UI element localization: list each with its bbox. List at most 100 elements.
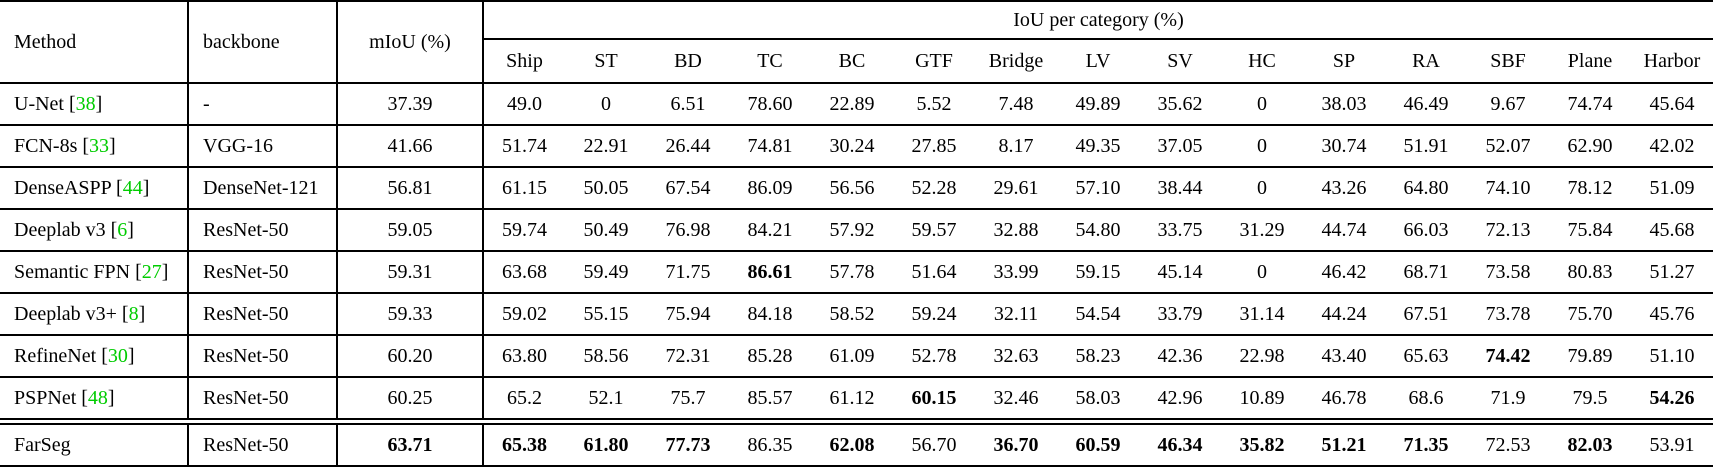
iou-cell-sp: 51.21 xyxy=(1303,421,1385,467)
iou-cell-sbf: 74.42 xyxy=(1467,335,1549,378)
miou-cell: 59.31 xyxy=(337,251,484,294)
iou-cell-tc: 78.60 xyxy=(729,83,811,126)
iou-cell-tc: 84.21 xyxy=(729,209,811,252)
category-header-sp: SP xyxy=(1303,39,1385,84)
iou-cell-st: 50.05 xyxy=(565,167,647,210)
iou-cell-tc: 85.57 xyxy=(729,377,811,425)
iou-cell-tc: 86.09 xyxy=(729,167,811,210)
iou-cell-sp: 44.24 xyxy=(1303,293,1385,336)
header-row-1: Method backbone mIoU (%) IoU per categor… xyxy=(0,1,1713,84)
citation-link[interactable]: 6 xyxy=(117,218,128,241)
iou-cell-st: 59.49 xyxy=(565,251,647,294)
table-body: U-Net [38] -37.39 49.0 0 6.51 78.60 22.89 5.52 7… xyxy=(0,83,1713,467)
citation-link[interactable]: 48 xyxy=(87,386,108,409)
iou-cell-tc: 74.81 xyxy=(729,125,811,168)
iou-cell-bc: 56.56 xyxy=(811,167,893,210)
method-cell: Semantic FPN [27] xyxy=(0,251,189,294)
header-row-2: Ship ST BD TC BC GTF Bridge LV SV HC SP RA SBF Plane H… xyxy=(0,39,1713,84)
iou-cell-ra: 66.03 xyxy=(1385,209,1467,252)
iou-cell-lv: 57.10 xyxy=(1057,167,1139,210)
iou-cell-sbf: 73.78 xyxy=(1467,293,1549,336)
citation-link[interactable]: 30 xyxy=(107,344,128,367)
citation-link[interactable]: 38 xyxy=(75,92,96,115)
category-header-tc: TC xyxy=(729,39,811,84)
iou-cell-ship: 63.80 xyxy=(483,335,565,378)
iou-cell-bc: 58.52 xyxy=(811,293,893,336)
iou-cell-harbor: 45.76 xyxy=(1631,293,1713,336)
iou-cell-plane: 79.5 xyxy=(1549,377,1631,425)
iou-cell-plane: 80.83 xyxy=(1549,251,1631,294)
backbone-cell: DenseNet-121 xyxy=(188,167,338,210)
iou-cell-sp: 30.74 xyxy=(1303,125,1385,168)
category-header-bc: BC xyxy=(811,39,893,84)
iou-cell-sp: 46.78 xyxy=(1303,377,1385,425)
category-header-plane: Plane xyxy=(1549,39,1631,84)
iou-cell-sp: 43.40 xyxy=(1303,335,1385,378)
table-header: Method backbone mIoU (%) IoU per categor… xyxy=(0,1,1713,84)
iou-cell-harbor: 45.64 xyxy=(1631,83,1713,126)
table-row-deeplab-v3: Deeplab v3 [6] ResNet-50 59.05 59.74 50.49 76… xyxy=(0,209,1713,252)
iou-cell-st: 22.91 xyxy=(565,125,647,168)
iou-cell-bc: 61.12 xyxy=(811,377,893,425)
citation-link[interactable]: 27 xyxy=(141,260,162,283)
iou-cell-bridge: 8.17 xyxy=(975,125,1057,168)
backbone-cell: ResNet-50 xyxy=(188,421,338,467)
iou-cell-hc: 10.89 xyxy=(1221,377,1303,425)
iou-cell-sp: 46.42 xyxy=(1303,251,1385,294)
miou-cell: 59.33 xyxy=(337,293,484,336)
iou-cell-plane: 75.70 xyxy=(1549,293,1631,336)
iou-cell-ship: 59.02 xyxy=(483,293,565,336)
iou-cell-lv: 58.03 xyxy=(1057,377,1139,425)
iou-cell-bd: 72.31 xyxy=(647,335,729,378)
iou-cell-sv: 42.96 xyxy=(1139,377,1221,425)
method-cell: DenseASPP [44] xyxy=(0,167,189,210)
col-header-miou: mIoU (%) xyxy=(337,1,484,84)
iou-cell-st: 50.49 xyxy=(565,209,647,252)
iou-cell-sv: 38.44 xyxy=(1139,167,1221,210)
citation-link[interactable]: 44 xyxy=(122,176,143,199)
iou-cell-ra: 65.63 xyxy=(1385,335,1467,378)
iou-cell-lv: 49.89 xyxy=(1057,83,1139,126)
category-header-ship: Ship xyxy=(483,39,565,84)
iou-cell-ship: 49.0 xyxy=(483,83,565,126)
iou-cell-gtf: 59.24 xyxy=(893,293,975,336)
iou-cell-ra: 46.49 xyxy=(1385,83,1467,126)
miou-cell: 60.20 xyxy=(337,335,484,378)
iou-cell-sv: 45.14 xyxy=(1139,251,1221,294)
iou-cell-lv: 60.59 xyxy=(1057,421,1139,467)
citation-link[interactable]: 8 xyxy=(128,302,139,325)
method-cell: U-Net [38] xyxy=(0,83,189,126)
iou-cell-bc: 30.24 xyxy=(811,125,893,168)
table-row-semantic-fpn: Semantic FPN [27] ResNet-50 59.31 63.68 59.4… xyxy=(0,251,1713,294)
table-row-refinenet: RefineNet [30] ResNet-50 60.20 63.80 58.56 72… xyxy=(0,335,1713,378)
category-header-sbf: SBF xyxy=(1467,39,1549,84)
iou-cell-sv: 33.79 xyxy=(1139,293,1221,336)
iou-cell-ship: 65.2 xyxy=(483,377,565,425)
iou-cell-hc: 0 xyxy=(1221,83,1303,126)
iou-cell-harbor: 54.26 xyxy=(1631,377,1713,425)
iou-cell-gtf: 56.70 xyxy=(893,421,975,467)
backbone-cell: ResNet-50 xyxy=(188,293,338,336)
iou-cell-tc: 84.18 xyxy=(729,293,811,336)
iou-cell-harbor: 51.09 xyxy=(1631,167,1713,210)
iou-cell-hc: 0 xyxy=(1221,125,1303,168)
iou-cell-hc: 35.82 xyxy=(1221,421,1303,467)
iou-cell-gtf: 5.52 xyxy=(893,83,975,126)
iou-cell-sbf: 52.07 xyxy=(1467,125,1549,168)
iou-cell-bd: 76.98 xyxy=(647,209,729,252)
iou-cell-sp: 44.74 xyxy=(1303,209,1385,252)
table-row-deeplab-v3-: Deeplab v3+ [8] ResNet-50 59.33 59.02 55.15 7… xyxy=(0,293,1713,336)
backbone-cell: - xyxy=(188,83,338,126)
miou-cell: 37.39 xyxy=(337,83,484,126)
citation-link[interactable]: 33 xyxy=(89,134,110,157)
iou-cell-st: 61.80 xyxy=(565,421,647,467)
iou-cell-gtf: 60.15 xyxy=(893,377,975,425)
miou-cell: 59.05 xyxy=(337,209,484,252)
iou-cell-bridge: 36.70 xyxy=(975,421,1057,467)
table-row-fcn-8s: FCN-8s [33] VGG-16 41.66 51.74 22.91 26.44 74.… xyxy=(0,125,1713,168)
iou-cell-gtf: 27.85 xyxy=(893,125,975,168)
iou-cell-tc: 86.35 xyxy=(729,421,811,467)
iou-cell-bc: 61.09 xyxy=(811,335,893,378)
iou-cell-ship: 51.74 xyxy=(483,125,565,168)
iou-cell-bridge: 33.99 xyxy=(975,251,1057,294)
